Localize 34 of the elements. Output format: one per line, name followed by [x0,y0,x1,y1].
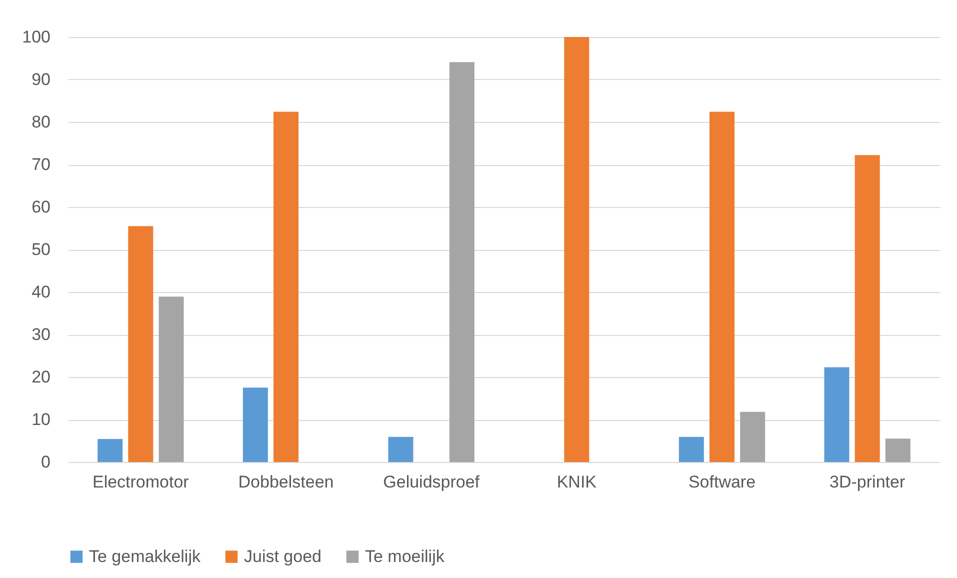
bar [274,112,298,462]
bar [388,436,414,462]
bar [128,226,154,462]
y-tick-label: 0 [41,452,50,472]
y-tick-label: 70 [32,155,50,174]
y-tick-label: 80 [32,112,50,132]
bar [740,412,766,462]
y-tick-label: 50 [32,240,50,259]
y-tick-label: 40 [32,282,50,302]
bar [449,62,474,462]
legend-label: Te gemakkelijk [89,546,201,566]
bar [710,112,734,462]
bar [678,436,704,462]
bar [854,155,880,462]
y-tick-label: 20 [32,368,50,386]
legend-label: Juist goed [244,546,322,566]
x-tick-label: Software [688,472,756,492]
bar [824,367,850,462]
y-tick-label: 30 [32,325,50,344]
legend-label: Te moeilijk [365,546,445,566]
y-tick-label: 100 [22,28,50,46]
x-tick-label: Electromotor [92,472,190,492]
bar [98,439,123,462]
x-tick-label: Geluidsproef [383,472,480,492]
bar [564,37,590,462]
y-tick-label: 10 [32,410,50,429]
bar [242,388,268,462]
x-tick-label: KNIK [556,472,598,492]
y-tick-label: 60 [32,198,50,216]
x-tick-label: Dobbelsteen [238,472,334,492]
bar [885,438,910,462]
bar [158,296,184,462]
y-tick-label: 90 [32,70,50,89]
x-tick-label: 3D-printer [830,472,906,492]
